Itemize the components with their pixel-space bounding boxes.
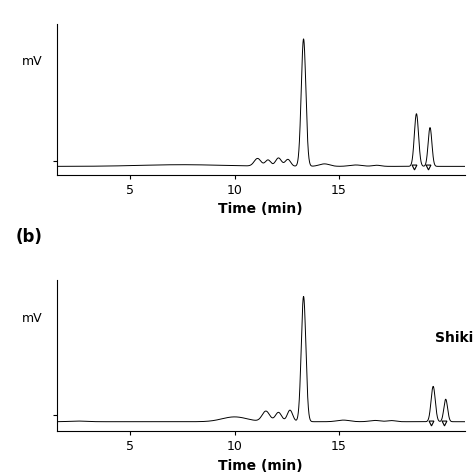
Y-axis label: mV: mV (22, 311, 43, 325)
Text: Shikimic: Shikimic (435, 330, 474, 345)
X-axis label: Time (min): Time (min) (219, 202, 303, 216)
Text: (b): (b) (16, 228, 43, 246)
Y-axis label: mV: mV (22, 55, 43, 68)
X-axis label: Time (min): Time (min) (219, 459, 303, 473)
